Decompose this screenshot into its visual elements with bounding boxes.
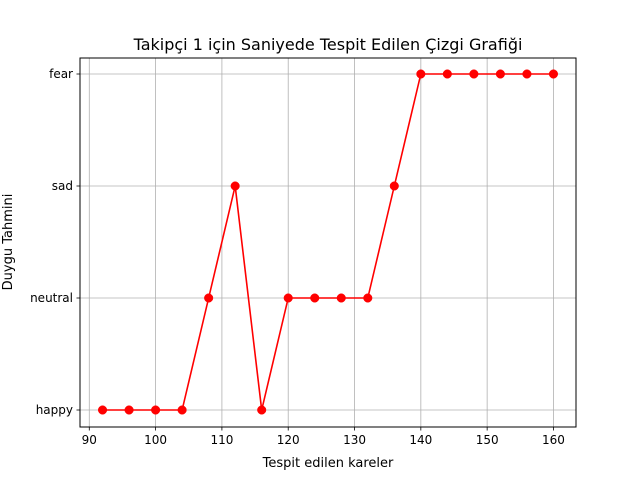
data-point	[177, 405, 187, 415]
y-tick-label: sad	[52, 179, 73, 193]
x-tick-label: 160	[542, 433, 565, 447]
data-point	[283, 293, 293, 303]
x-tick-label: 100	[144, 433, 167, 447]
grid-layer	[80, 58, 576, 427]
data-point	[257, 405, 267, 415]
data-point	[310, 293, 320, 303]
data-point	[97, 405, 108, 415]
x-tick-label: 110	[210, 433, 233, 447]
plot-area-frame	[79, 57, 577, 428]
data-point	[495, 69, 505, 79]
x-axis-label: Tespit edilen kareler	[262, 456, 394, 471]
data-point	[124, 405, 134, 415]
chart-title: Takipçi 1 için Saniyede Tespit Edilen Çi…	[133, 35, 523, 54]
x-tick-label: 130	[343, 433, 366, 447]
x-tick-label: 150	[476, 433, 499, 447]
y-tick-label: neutral	[30, 291, 73, 305]
data-point	[548, 69, 559, 79]
x-tick-label: 90	[82, 433, 97, 447]
x-tick-label: 120	[277, 433, 300, 447]
data-point	[151, 405, 161, 415]
y-tick-label: happy	[36, 403, 73, 417]
data-point	[522, 69, 532, 79]
data-point	[204, 293, 214, 303]
data-point	[336, 293, 346, 303]
y-tick-label: fear	[49, 67, 73, 81]
data-point	[389, 181, 399, 191]
data-point	[469, 69, 479, 79]
series-layer	[97, 69, 559, 415]
data-point	[416, 69, 426, 79]
data-point	[230, 181, 240, 191]
data-point	[363, 293, 373, 303]
y-axis-label: Duygu Tahmini	[1, 194, 16, 291]
data-point	[442, 69, 452, 79]
ticks-layer: 90 100 110 120 130 140 150 160 happy neutral sad fe…	[30, 67, 565, 447]
x-tick-label: 140	[409, 433, 432, 447]
